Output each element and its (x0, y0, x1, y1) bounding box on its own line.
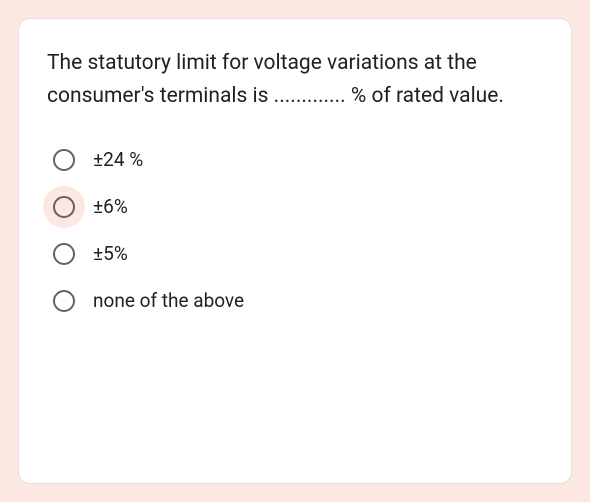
radio-icon (53, 196, 75, 218)
option-1[interactable]: ±6% (53, 195, 543, 218)
option-0[interactable]: ±24 % (53, 148, 543, 171)
option-2[interactable]: ±5% (53, 242, 543, 265)
options-group: ±24 % ±6% ±5% none of the above (47, 148, 543, 312)
question-card: The statutory limit for voltage variatio… (18, 18, 572, 484)
radio-icon (53, 149, 75, 171)
radio-icon (53, 290, 75, 312)
option-label: ±5% (93, 242, 128, 265)
option-3[interactable]: none of the above (53, 289, 543, 312)
radio-icon (53, 243, 75, 265)
option-label: ±24 % (93, 148, 143, 171)
option-label: ±6% (93, 195, 128, 218)
question-text: The statutory limit for voltage variatio… (47, 47, 543, 112)
option-label: none of the above (93, 289, 244, 312)
